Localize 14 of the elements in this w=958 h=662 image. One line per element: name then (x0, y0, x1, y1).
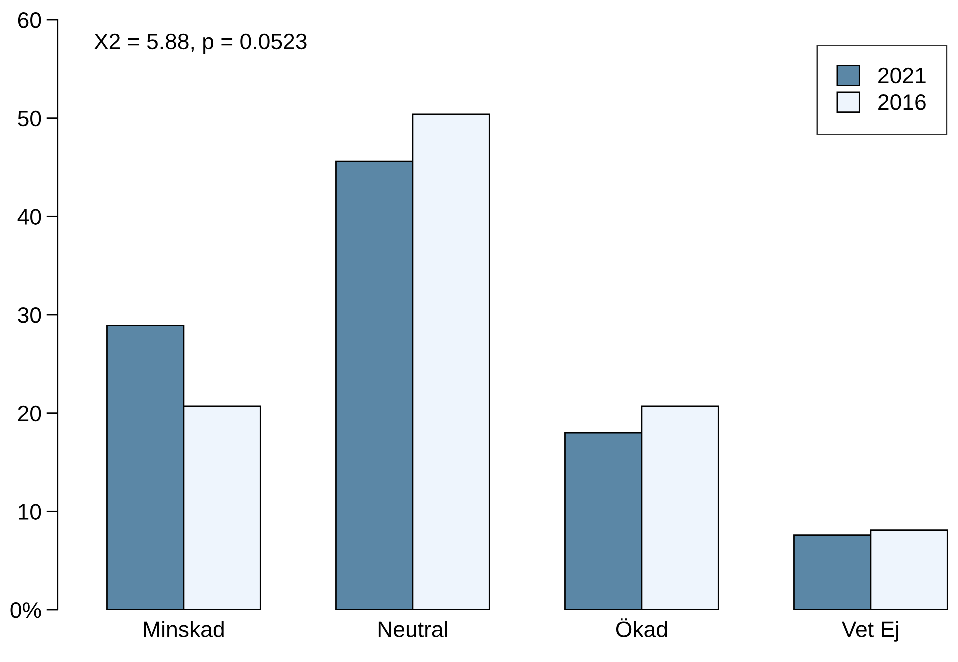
y-tick-label: 30 (18, 308, 42, 324)
y-tick-label: 50 (18, 110, 42, 127)
annotation: X2 = 5.88, p = 0.0523 (94, 34, 307, 54)
legend-label: 2016 (878, 94, 926, 110)
y-tick-label: 10 (19, 504, 42, 520)
legend-label: 2021 (878, 68, 926, 84)
x-tick-label: Vet Ej (842, 621, 898, 642)
x-tick-label: Neutral (378, 621, 448, 638)
y-tick-label: 60 (18, 12, 42, 28)
y-tick-label: 0% (10, 602, 42, 618)
y-tick-label: 40 (18, 209, 42, 225)
y-tick-label: 20 (18, 406, 42, 422)
x-tick-label: Minskad (144, 621, 224, 638)
x-tick-label: Ökad (616, 618, 668, 638)
